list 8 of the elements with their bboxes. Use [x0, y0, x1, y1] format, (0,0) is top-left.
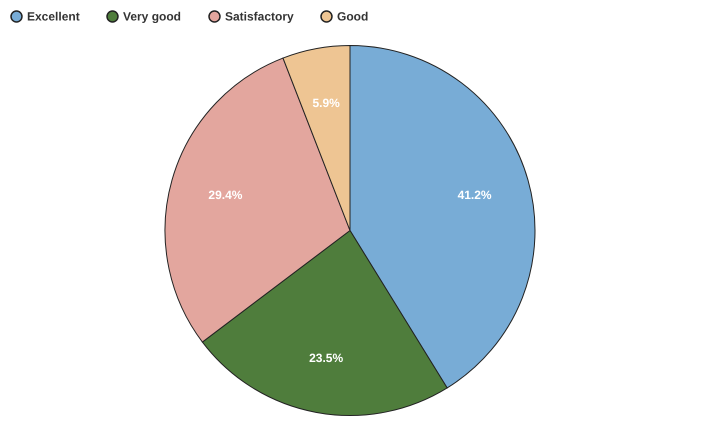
data-label: 29.4%	[208, 188, 243, 202]
legend-label: Good	[337, 10, 368, 24]
legend-label: Very good	[123, 10, 182, 24]
data-label: 23.5%	[309, 350, 344, 365]
data-label: 5.9%	[312, 96, 340, 110]
legend-label: Excellent	[27, 10, 80, 24]
data-label: 41.2%	[458, 188, 492, 202]
legend-label: Satisfactory	[225, 10, 294, 24]
